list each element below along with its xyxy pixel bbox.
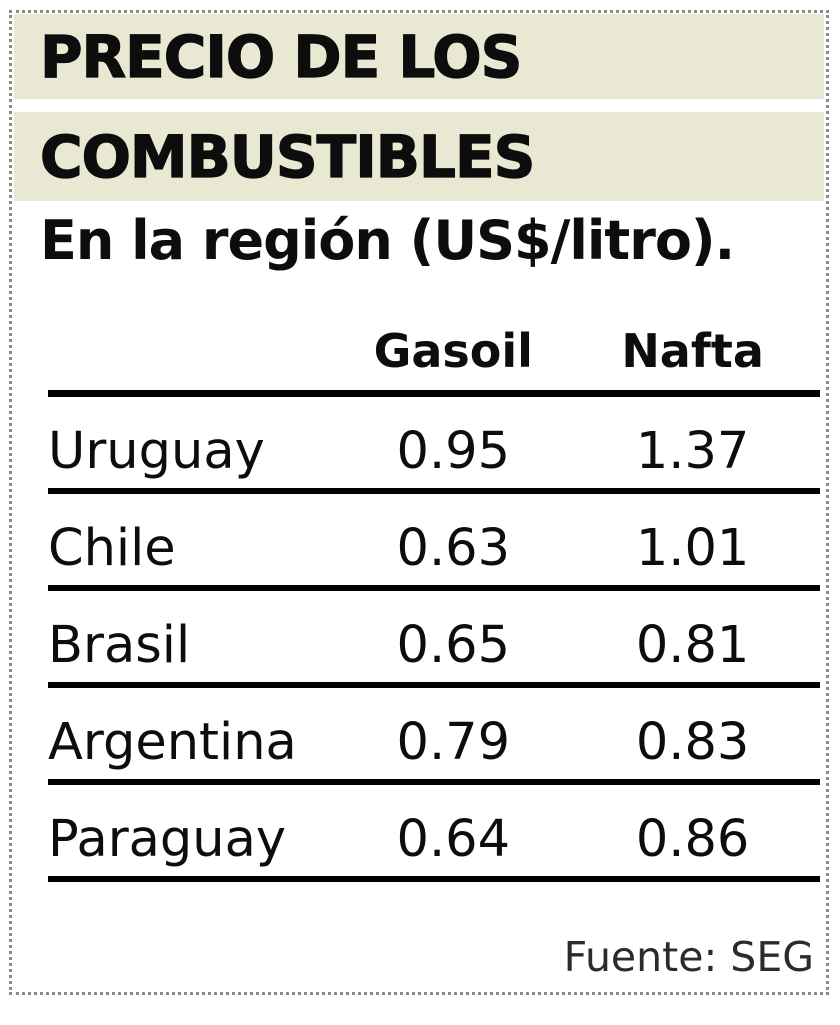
dotted-frame: PRECIO DE LOS COMBUSTIBLES En la región … xyxy=(9,10,829,995)
title-band-1: PRECIO DE LOS xyxy=(14,14,824,99)
table-row: Paraguay 0.64 0.86 xyxy=(48,785,820,882)
page-title-line-1: PRECIO DE LOS xyxy=(39,22,523,91)
col-header-gasoil: Gasoil xyxy=(373,324,533,378)
country-cell: Argentina xyxy=(48,713,297,772)
table-row: Uruguay 0.95 1.37 xyxy=(48,397,820,494)
table-row: Chile 0.63 1.01 xyxy=(48,494,820,591)
gasoil-cell: 0.65 xyxy=(396,616,511,675)
subtitle: En la región (US$/litro). xyxy=(40,209,735,272)
fuel-price-table: Gasoil Nafta Uruguay 0.95 1.37 Chile 0.6… xyxy=(48,306,820,882)
gasoil-cell: 0.95 xyxy=(396,422,511,481)
table-row: Argentina 0.79 0.83 xyxy=(48,688,820,785)
nafta-cell: 1.37 xyxy=(635,422,750,481)
nafta-cell: 1.01 xyxy=(635,519,750,578)
nafta-cell: 0.86 xyxy=(635,810,750,869)
gasoil-cell: 0.79 xyxy=(396,713,511,772)
country-cell: Chile xyxy=(48,519,176,578)
source-credit: Fuente: SEG xyxy=(563,933,814,981)
table-header-row: Gasoil Nafta xyxy=(48,306,820,397)
nafta-cell: 0.81 xyxy=(635,616,750,675)
title-band-2: COMBUSTIBLES xyxy=(14,112,824,201)
gasoil-cell: 0.64 xyxy=(396,810,511,869)
country-cell: Paraguay xyxy=(48,810,287,869)
country-cell: Uruguay xyxy=(48,422,265,481)
gasoil-cell: 0.63 xyxy=(396,519,511,578)
nafta-cell: 0.83 xyxy=(635,713,750,772)
table-row: Brasil 0.65 0.81 xyxy=(48,591,820,688)
page-title-line-2: COMBUSTIBLES xyxy=(39,122,536,191)
country-cell: Brasil xyxy=(48,616,191,675)
col-header-nafta: Nafta xyxy=(621,324,764,378)
